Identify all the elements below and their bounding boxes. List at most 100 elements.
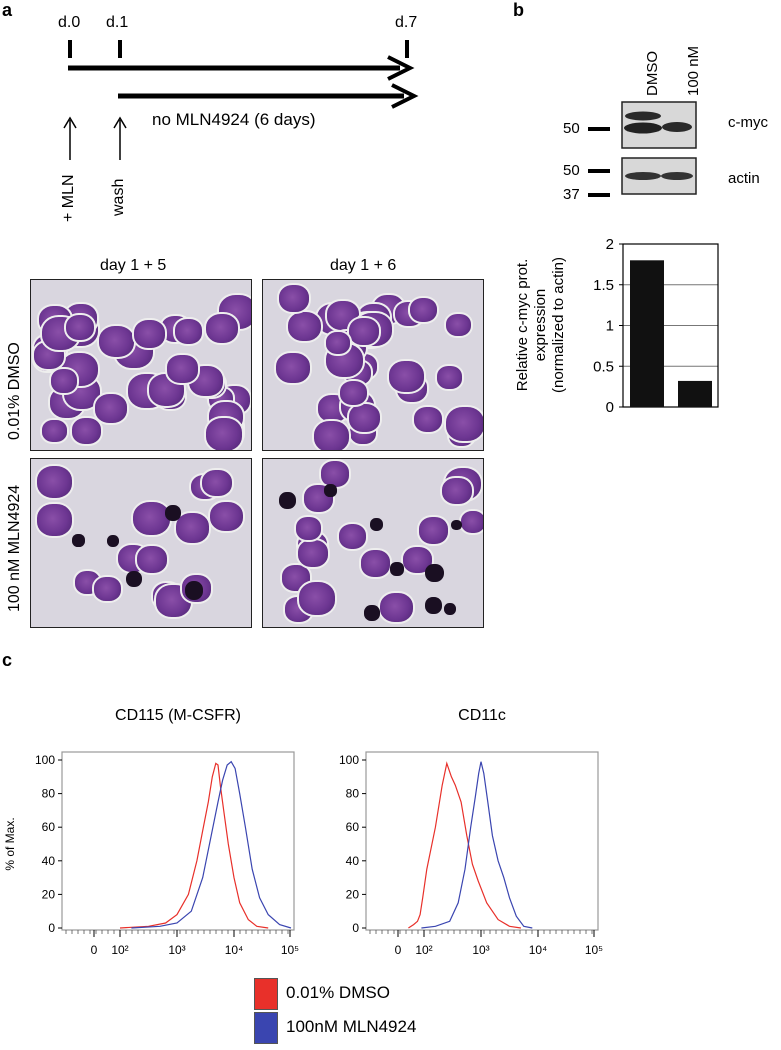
apoptotic-body: [106, 535, 119, 548]
cell: [434, 364, 464, 391]
band-label-actin: actin: [728, 170, 760, 187]
y-tick-label: 20: [346, 887, 360, 901]
cell: [458, 509, 483, 536]
panel-a-letter: a: [2, 0, 13, 20]
x-tick-label: 10³: [472, 943, 489, 957]
cell: [207, 499, 245, 534]
y-tick-label: 0.5: [593, 358, 614, 375]
x-tick-label: 0: [91, 943, 98, 957]
y-tick-label: 0: [352, 921, 359, 935]
col-label-day6: day 1 + 6: [330, 257, 397, 274]
apoptotic-body: [184, 581, 204, 601]
cell: [92, 392, 129, 425]
x-tick-label: 10⁴: [529, 943, 548, 957]
cell: [387, 359, 426, 395]
apoptotic-body: [279, 492, 297, 509]
apoptotic-body: [324, 483, 338, 497]
cell: [359, 548, 393, 579]
y-tick-label: 40: [42, 854, 56, 868]
micrograph-dmso-day5: [30, 279, 252, 451]
cmyc-band-dmso-upper: [625, 111, 661, 121]
apoptotic-body: [370, 517, 384, 531]
cell: [131, 317, 167, 350]
cmyc-band-dmso-lower: [624, 122, 662, 134]
apoptotic-body: [444, 602, 457, 615]
series-line-mln4924: [421, 761, 533, 929]
cell: [96, 323, 136, 360]
plot-frame: [61, 751, 295, 931]
marker-50-bottom: 50: [563, 162, 580, 179]
x-tick-label: 10²: [415, 943, 432, 957]
lane-label-dmso: DMSO: [644, 51, 661, 96]
wash-label: wash: [110, 178, 127, 216]
cell: [92, 575, 124, 604]
cell: [336, 521, 369, 551]
apoptotic-body: [125, 570, 143, 587]
y-tick-label: 60: [346, 820, 360, 834]
y-tick-label: 100: [35, 753, 55, 767]
y-tick-label: 2: [606, 236, 614, 253]
series-line-mln4924: [131, 760, 292, 929]
y-tick-label: 0: [606, 399, 614, 416]
histogram-title: CD11c: [458, 707, 506, 724]
cell: [34, 502, 74, 538]
cell: [173, 317, 205, 346]
cell: [412, 404, 445, 434]
y-tick-label: 80: [42, 787, 56, 801]
cell: [34, 464, 75, 501]
cell: [416, 515, 451, 546]
y-axis-label-line1: Relative c-myc prot.: [514, 259, 531, 392]
apoptotic-body: [451, 519, 462, 531]
histogram-cd11c: CD11c 0 20 40 60 80 100 0 10² 10³ 10⁴ 10⁵: [339, 707, 603, 957]
timeline-diagram: [63, 40, 419, 160]
cell: [203, 416, 244, 450]
label-d7: d.7: [395, 14, 418, 31]
x-tick-label: 10⁵: [585, 943, 603, 957]
y-tick-label: 1.5: [593, 277, 614, 294]
western-blot: [588, 101, 697, 197]
arrowhead-main: [387, 55, 415, 81]
y-tick-label: 60: [42, 820, 56, 834]
legend-swatch-dmso: [254, 978, 278, 1010]
mln-label: + MLN: [60, 174, 77, 222]
apoptotic-body: [424, 596, 442, 614]
y-tick-label: 40: [346, 854, 360, 868]
cmyc-band-100nm: [662, 122, 692, 132]
cell: [40, 417, 69, 444]
x-tick-label: 10⁴: [225, 943, 244, 957]
actin-band-dmso: [625, 172, 661, 180]
y-tick-label: 0: [48, 921, 55, 935]
actin-band-100nm: [661, 172, 693, 180]
row-label-mln: 100 nM MLN4924: [6, 484, 23, 612]
cell: [165, 353, 200, 385]
plot-frame: [622, 243, 719, 408]
arrowhead-treatment: [391, 83, 419, 109]
cell: [444, 405, 483, 443]
micrograph-mln-day6: [262, 458, 484, 628]
apoptotic-body: [390, 562, 404, 576]
histogram-cd115: CD115 (M-CSFR) 0 20 40 60 80 100 0 10² 10³ 10⁴ 10⁵%…: [3, 707, 299, 957]
cell: [293, 515, 323, 542]
y-tick-label: 80: [346, 787, 360, 801]
cell: [323, 329, 353, 356]
cell: [203, 311, 241, 346]
y-tick-label: 20: [42, 887, 56, 901]
legend-label-dmso: 0.01% DMSO: [286, 983, 390, 1002]
bar-100nm: [678, 380, 712, 407]
apoptotic-body: [71, 534, 85, 548]
marker-37: 37: [563, 186, 580, 203]
y-axis-label-line2: expression: [532, 289, 549, 362]
legend-swatch-mln: [254, 1012, 278, 1044]
y-axis-label-line3: (normalized to actin): [550, 257, 567, 393]
cell: [277, 283, 312, 315]
cell: [312, 419, 351, 450]
label-d0: d.0: [58, 14, 81, 31]
plot-frame: [365, 751, 599, 931]
x-tick-label: 10²: [111, 943, 128, 957]
cell: [296, 537, 331, 569]
lane-label-100nm: 100 nM: [685, 45, 702, 96]
cell: [407, 295, 439, 325]
bar-dmso: [630, 260, 664, 407]
marker-50-top: 50: [563, 120, 580, 137]
cmyc-bar-chart: 0 0.5 1 1.5 2 Relative c-myc prot. expression(…: [514, 236, 719, 416]
